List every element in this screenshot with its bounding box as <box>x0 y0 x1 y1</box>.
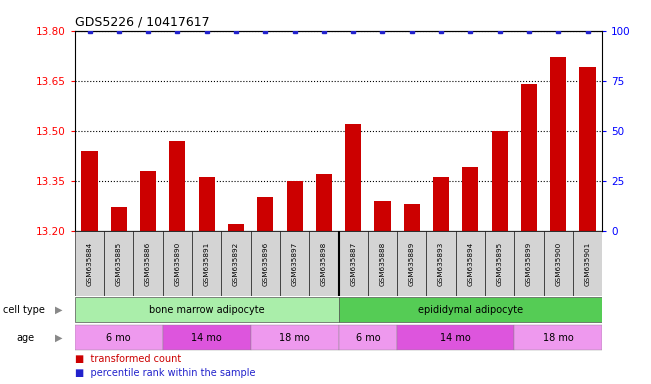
Bar <box>339 325 397 350</box>
Bar <box>309 231 339 296</box>
Text: GSM635894: GSM635894 <box>467 241 473 286</box>
Bar <box>339 298 602 322</box>
Bar <box>514 325 602 350</box>
Text: GSM635895: GSM635895 <box>497 241 503 286</box>
Text: 14 mo: 14 mo <box>191 333 222 343</box>
Bar <box>192 231 221 296</box>
Bar <box>368 231 397 296</box>
Bar <box>199 177 215 231</box>
Text: ▶: ▶ <box>55 333 62 343</box>
Text: 6 mo: 6 mo <box>355 333 380 343</box>
Bar <box>579 68 596 231</box>
Bar <box>485 231 514 296</box>
Bar <box>573 231 602 296</box>
Bar <box>163 231 192 296</box>
Bar <box>75 231 104 296</box>
Bar <box>544 231 573 296</box>
Bar <box>492 131 508 231</box>
Text: bone marrow adipocyte: bone marrow adipocyte <box>149 305 264 315</box>
Text: GSM635884: GSM635884 <box>87 241 92 286</box>
Text: GSM635885: GSM635885 <box>116 241 122 286</box>
Bar <box>81 151 98 231</box>
Bar <box>456 231 485 296</box>
Bar <box>426 231 456 296</box>
Bar <box>111 207 127 231</box>
Bar <box>75 298 339 322</box>
Bar <box>345 124 361 231</box>
Bar <box>397 231 426 296</box>
Bar <box>280 231 309 296</box>
Bar <box>339 231 368 296</box>
Bar <box>104 231 133 296</box>
Text: GSM635892: GSM635892 <box>233 241 239 286</box>
Bar <box>133 231 163 296</box>
Text: epididymal adipocyte: epididymal adipocyte <box>418 305 523 315</box>
Text: cell type: cell type <box>3 305 45 315</box>
Bar <box>550 57 566 231</box>
Bar <box>404 204 420 231</box>
Bar <box>75 325 163 350</box>
Bar <box>251 325 339 350</box>
Text: ■  transformed count: ■ transformed count <box>75 354 181 364</box>
Text: GSM635888: GSM635888 <box>380 241 385 286</box>
Text: ▶: ▶ <box>55 305 62 315</box>
Bar <box>169 141 186 231</box>
Text: GSM635898: GSM635898 <box>321 241 327 286</box>
Text: GSM635889: GSM635889 <box>409 241 415 286</box>
Bar <box>397 325 514 350</box>
Text: 18 mo: 18 mo <box>543 333 574 343</box>
Text: GSM635891: GSM635891 <box>204 241 210 286</box>
Bar <box>521 84 537 231</box>
Text: 6 mo: 6 mo <box>107 333 131 343</box>
Text: GSM635897: GSM635897 <box>292 241 298 286</box>
Text: ■  percentile rank within the sample: ■ percentile rank within the sample <box>75 367 255 377</box>
Bar <box>163 325 251 350</box>
Bar <box>514 231 544 296</box>
Bar <box>251 231 280 296</box>
Text: GSM635896: GSM635896 <box>262 241 268 286</box>
Text: GSM635899: GSM635899 <box>526 241 532 286</box>
Text: GSM635886: GSM635886 <box>145 241 151 286</box>
Bar <box>257 197 273 231</box>
Text: 14 mo: 14 mo <box>440 333 471 343</box>
Text: GSM635901: GSM635901 <box>585 241 590 286</box>
Text: GDS5226 / 10417617: GDS5226 / 10417617 <box>75 15 210 28</box>
Text: GSM635890: GSM635890 <box>174 241 180 286</box>
Bar <box>221 231 251 296</box>
Bar <box>462 167 478 231</box>
Bar <box>140 171 156 231</box>
Bar <box>228 224 244 231</box>
Bar <box>374 201 391 231</box>
Text: GSM635893: GSM635893 <box>438 241 444 286</box>
Text: 18 mo: 18 mo <box>279 333 310 343</box>
Bar <box>286 181 303 231</box>
Bar <box>316 174 332 231</box>
Bar <box>433 177 449 231</box>
Text: age: age <box>16 333 35 343</box>
Text: GSM635900: GSM635900 <box>555 241 561 286</box>
Text: GSM635887: GSM635887 <box>350 241 356 286</box>
